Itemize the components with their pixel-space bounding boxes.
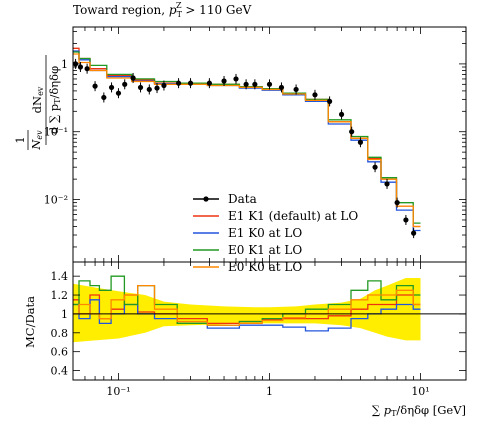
ratio-plot-panel: 10⁻¹ 1 10¹ 0.4 0.6 0.8 1 1.2 1.4: [51, 261, 467, 398]
data-point-18: [243, 81, 249, 87]
data-point-31: [403, 217, 409, 223]
y-axis-label-main: 1 Nev: [13, 130, 44, 151]
main-plot-panel: 10⁻² 10⁻¹ 1: [44, 26, 467, 263]
y-tick-label-main-1: 10⁻¹: [44, 126, 68, 139]
x-tick-label-1: 1: [266, 385, 273, 398]
legend-label-1: E1 K1 (default) at LO: [228, 209, 358, 223]
data-point-5: [108, 84, 115, 91]
svg-text:d ∑ pT/δηδφ: d ∑ pT/δηδφ: [47, 66, 62, 134]
y-tick-label-main-2: 1: [61, 58, 68, 71]
x-axis-label: ∑ pT/δηδφ [GeV]: [372, 403, 466, 418]
main-series-line-3: [73, 53, 421, 228]
data-point-8: [130, 75, 136, 81]
ratio-series-line-3: [73, 284, 421, 326]
data-point-4: [101, 94, 107, 101]
data-point-9: [137, 84, 144, 91]
data-point-15: [206, 80, 212, 86]
data-point-1: [77, 64, 84, 70]
legend-marker-data: [203, 196, 209, 202]
data-point-20: [266, 81, 273, 87]
data-point-27: [357, 139, 364, 145]
data-point-17: [233, 76, 239, 82]
y-tick-label-ratio-4: 1.2: [51, 289, 69, 302]
data-point-11: [154, 85, 160, 91]
data-point-14: [187, 80, 194, 86]
data-point-25: [338, 111, 345, 118]
legend-label-0: Data: [228, 192, 257, 206]
data-point-12: [161, 82, 167, 89]
y-tick-label-ratio-3: 1: [61, 308, 68, 321]
data-point-29: [384, 181, 390, 187]
data-point-22: [293, 86, 299, 93]
svg-text:1: 1: [13, 136, 27, 143]
data-point-6: [115, 90, 122, 96]
data-point-21: [278, 84, 285, 91]
svg-text:Nev: Nev: [29, 130, 44, 151]
data-point-28: [372, 164, 378, 170]
svg-text:dNev: dNev: [30, 86, 45, 113]
data-point-30: [394, 200, 400, 206]
y-tick-label-ratio-5: 1.4: [51, 270, 69, 283]
x-tick-label-2: 10¹: [411, 385, 429, 398]
chart-title: Toward region, pTZ > 110 GeV: [73, 1, 252, 19]
y-tick-label-ratio-2: 0.8: [51, 327, 69, 340]
legend-label-2: E1 K0 at LO: [228, 226, 302, 240]
legend-label-4: E0 K0 at LO: [228, 260, 302, 274]
chart-legend: Data E1 K1 (default) at LO E1 K0 at LO E0 K…: [193, 192, 358, 274]
data-point-2: [84, 66, 90, 72]
y-tick-label-ratio-1: 0.6: [51, 346, 69, 359]
y-axis-label-ratio: MC/Data: [23, 296, 37, 348]
data-point-3: [92, 83, 98, 89]
data-point-7: [122, 81, 128, 87]
legend-label-3: E0 K1 at LO: [228, 243, 302, 257]
y-tick-label-ratio-0: 0.4: [51, 365, 69, 378]
ratio-uncertainty-band: [73, 278, 421, 343]
data-point-32: [411, 230, 417, 236]
data-point-23: [312, 92, 318, 98]
data-point-24: [327, 98, 333, 104]
data-point-10: [146, 86, 152, 93]
x-tick-label-0: 10⁻¹: [106, 385, 130, 398]
data-point-16: [221, 78, 227, 84]
data-point-19: [252, 81, 258, 87]
data-point-26: [349, 129, 355, 135]
y-tick-label-main-0: 10⁻²: [44, 194, 68, 207]
data-point-13: [175, 80, 182, 86]
